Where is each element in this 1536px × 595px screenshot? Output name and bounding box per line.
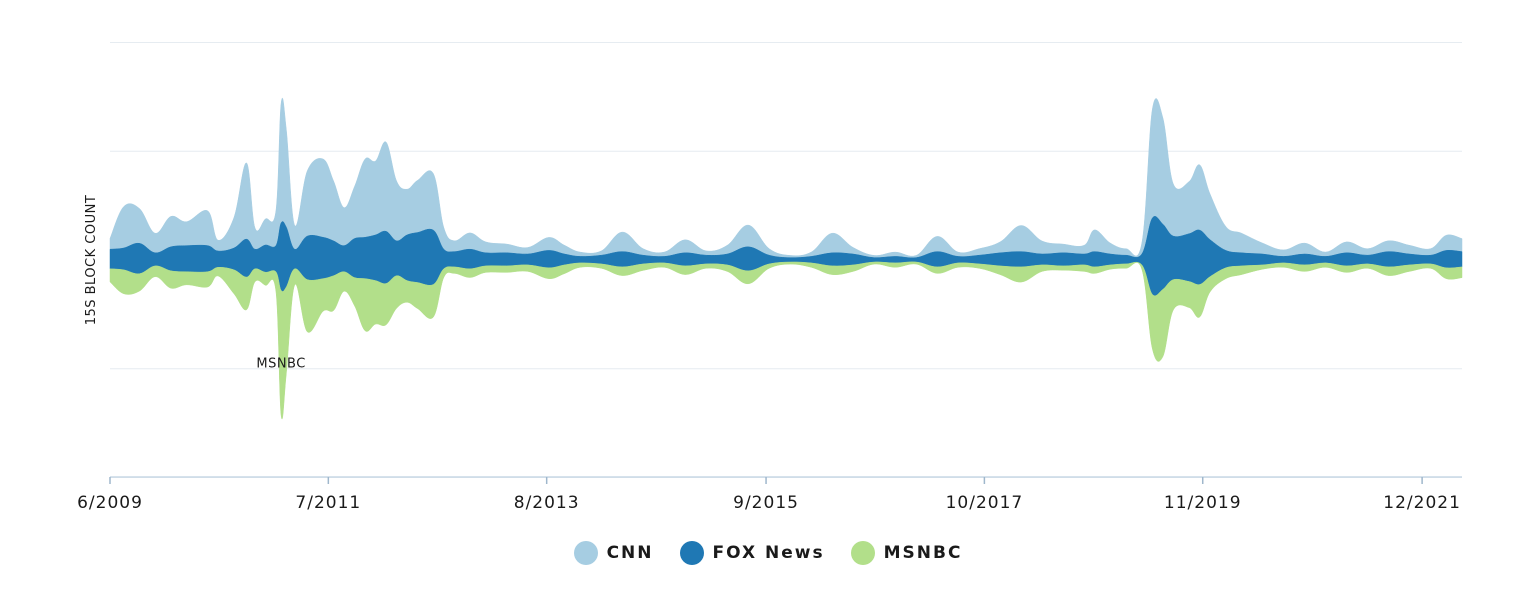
x-tick-label: 7/2011: [295, 493, 361, 513]
x-tick-label: 8/2013: [514, 493, 580, 513]
legend-swatch-fox-news: [679, 541, 704, 565]
legend-item-fox-news[interactable]: FOX News: [679, 541, 825, 565]
x-axis: 6/2009 7/2011 8/2013 9/2015 10/2017 11/2019 12…: [77, 476, 1462, 513]
x-tick-label: 10/2017: [946, 493, 1024, 513]
series-area-cnn: [109, 97, 1463, 259]
legend-item-msnbc[interactable]: MSNBC: [850, 541, 963, 565]
legend-label-cnn: CNN: [606, 543, 654, 563]
series-layer: [109, 97, 1463, 420]
legend-item-cnn[interactable]: CNN: [573, 541, 654, 565]
y-axis-label: 15S BLOCK COUNT: [84, 195, 99, 326]
legend-swatch-cnn: [573, 541, 598, 565]
legend: CNN FOX News MSNBC: [0, 538, 1536, 568]
x-tick-label: 6/2009: [77, 493, 143, 513]
msnbc-annotation: MSNBC: [256, 356, 305, 371]
x-tick-label: 9/2015: [733, 493, 799, 513]
series-area-msnbc: [109, 261, 1463, 420]
legend-swatch-msnbc: [850, 541, 875, 565]
x-tick-label: 12/2021: [1383, 493, 1461, 513]
legend-label-msnbc: MSNBC: [883, 543, 963, 563]
legend-label-fox-news: FOX News: [712, 543, 825, 563]
x-tick-label: 11/2019: [1164, 493, 1242, 513]
